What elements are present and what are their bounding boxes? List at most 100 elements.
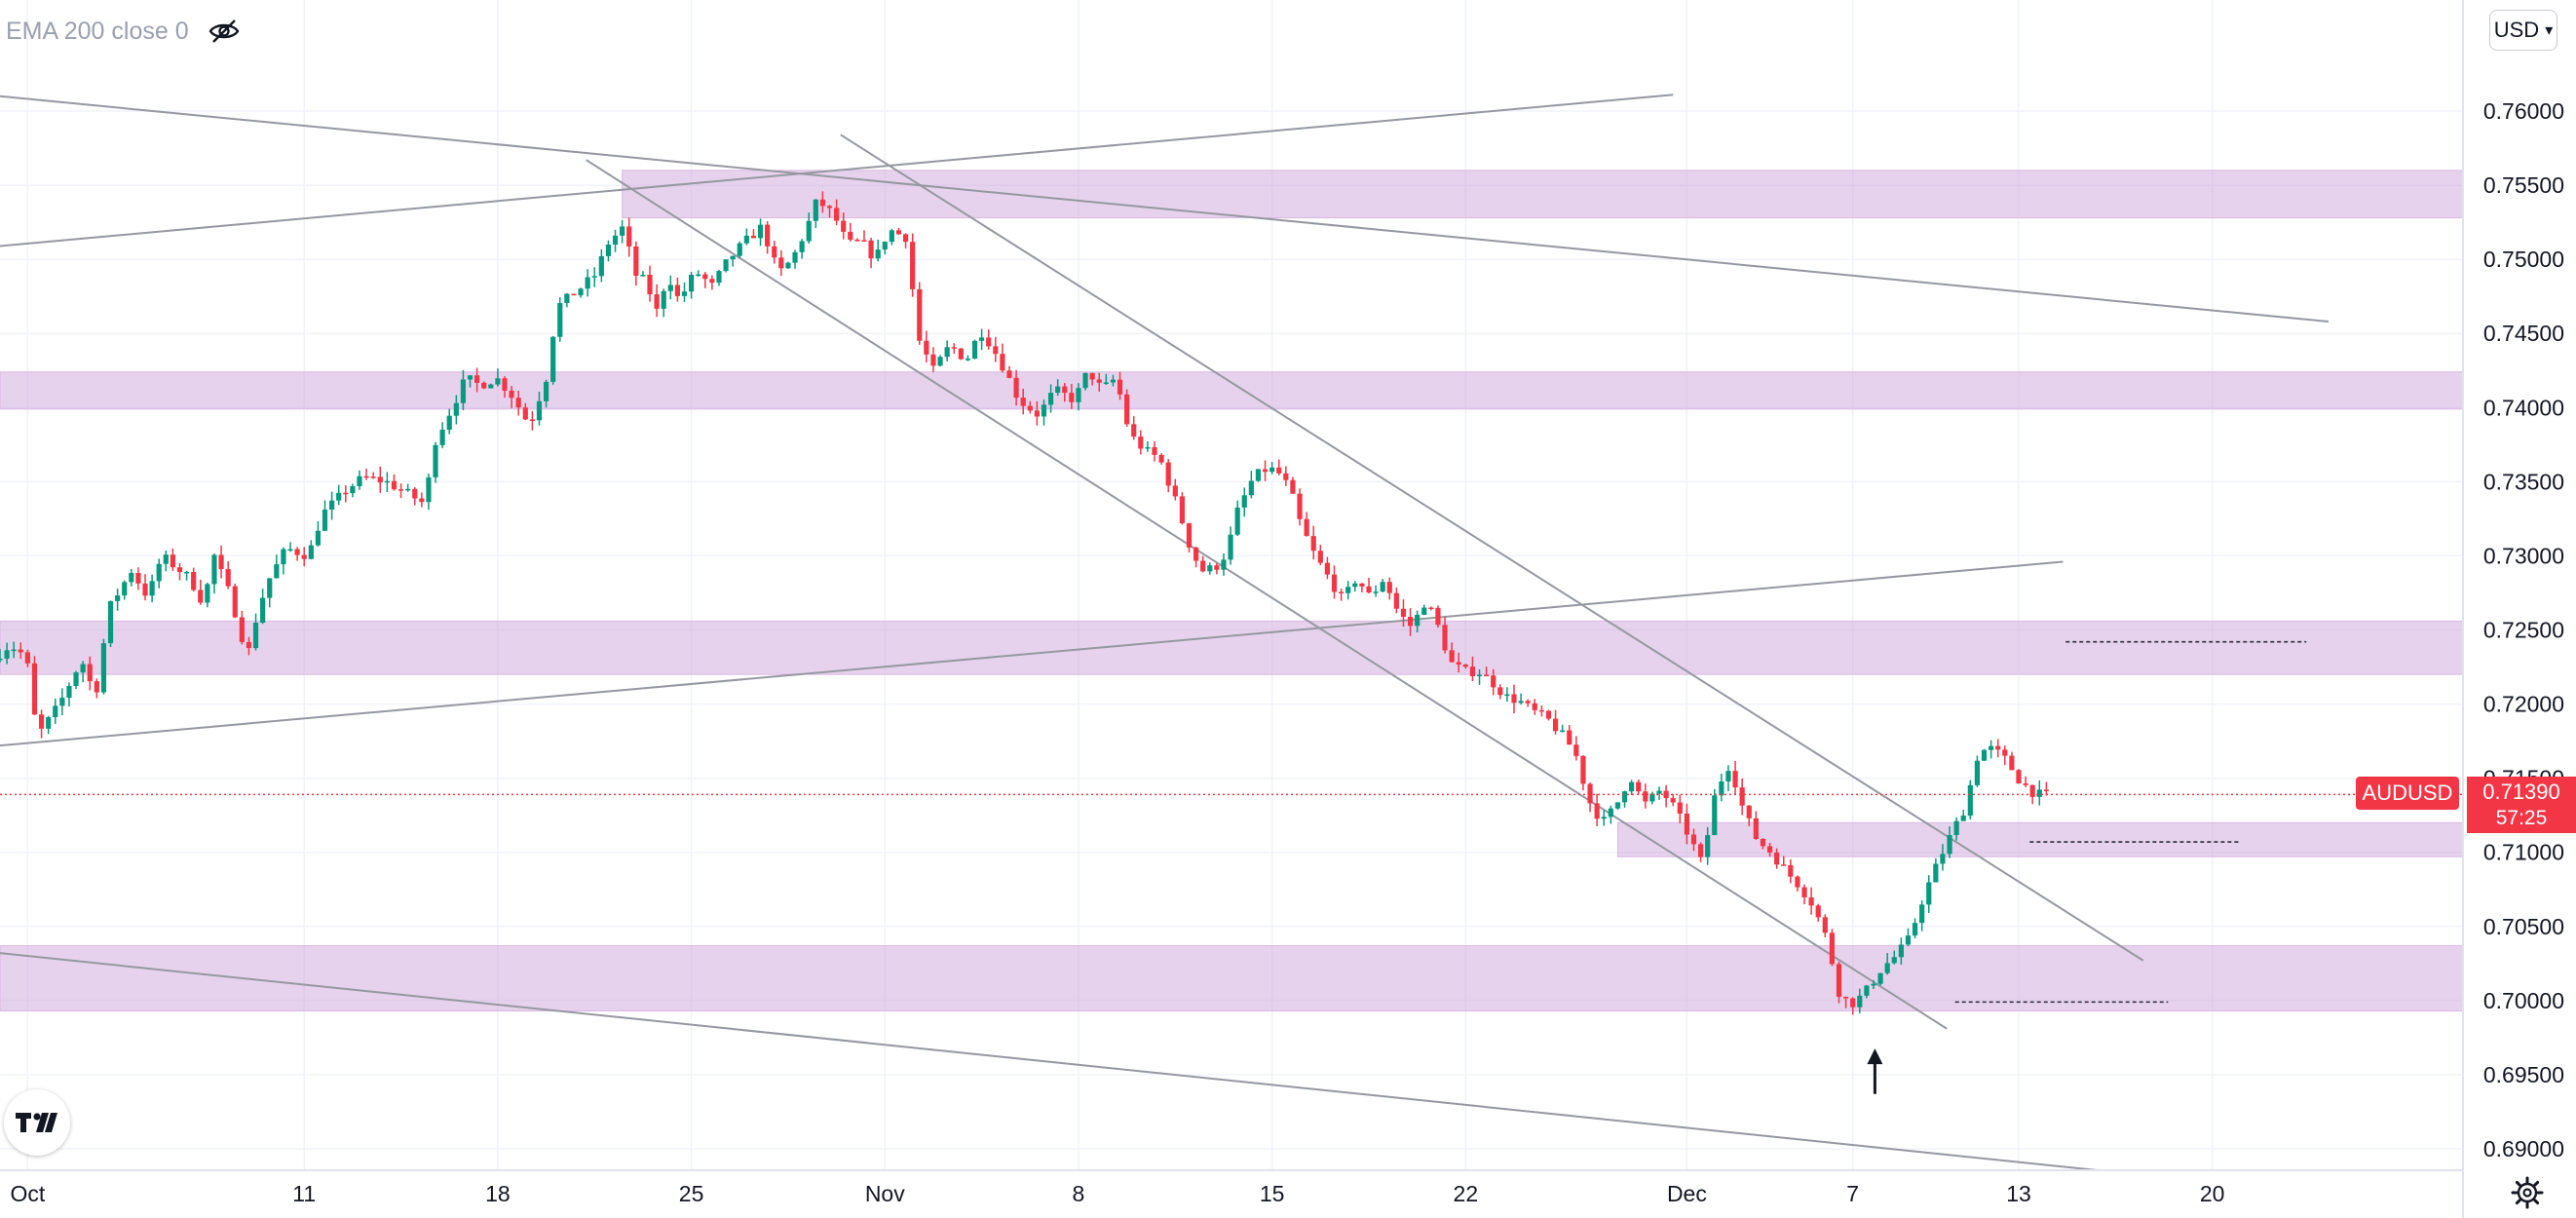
candle-body [1712, 795, 1718, 836]
candle-body [18, 649, 23, 653]
candle-body [1262, 469, 1269, 473]
last-price-tag: 0.71390 57:25 [2467, 777, 2576, 833]
candle-body [1587, 783, 1593, 804]
candle-body [4, 650, 10, 659]
candle-body [474, 375, 480, 383]
candle-body [1096, 379, 1102, 383]
candle-body [958, 348, 964, 360]
candle-body [73, 672, 79, 686]
candle-body [1697, 844, 1704, 857]
candle-body [1898, 944, 1904, 958]
candle-body [737, 243, 742, 256]
candle-body [1677, 802, 1683, 814]
candle-body [1560, 730, 1566, 733]
candle-body [439, 429, 445, 445]
candle-body [343, 492, 349, 495]
price-zone [622, 170, 2464, 219]
candle-body [419, 498, 425, 503]
candle-body [1317, 551, 1323, 563]
y-tick-label: 0.73000 [2483, 543, 2564, 568]
candle-body [294, 549, 300, 555]
candle-body [1110, 379, 1117, 383]
candle-body [1815, 905, 1821, 918]
candle-body [1684, 813, 1689, 835]
candle-body [1124, 394, 1130, 425]
candle-body [384, 480, 390, 483]
candle-body [571, 293, 577, 296]
candle-body [391, 480, 398, 490]
candle-body [377, 476, 383, 483]
candle-body [882, 242, 888, 250]
candle-body [1145, 446, 1151, 449]
candle-body [129, 572, 134, 583]
candle-body [1621, 791, 1628, 803]
candle-body [336, 492, 342, 501]
candle-body [1746, 805, 1752, 818]
candle-body [1518, 701, 1524, 704]
candle-body [1393, 592, 1399, 609]
candle-body [743, 235, 749, 244]
candle-body [1608, 808, 1613, 818]
candle-body [115, 595, 121, 601]
candle-body [1331, 574, 1338, 592]
currency-selector[interactable]: USD ▾ [2489, 10, 2557, 51]
candle-body [198, 590, 204, 603]
bar-countdown: 57:25 [2495, 807, 2548, 829]
x-tick-label: 13 [2006, 1181, 2031, 1206]
candle-body [31, 663, 38, 715]
candle-body [895, 230, 902, 235]
candle-body [398, 489, 404, 491]
candle-body [1359, 583, 1365, 587]
candle-body [647, 275, 653, 295]
candle-body [1739, 787, 1745, 806]
candle-body [1926, 882, 1932, 905]
candle-body [924, 340, 929, 355]
candle-body [1573, 744, 1579, 756]
candle-body [1919, 904, 1925, 924]
x-tick-label: 18 [485, 1181, 511, 1206]
dashed-levels [1954, 640, 2307, 1004]
candle-body [495, 378, 501, 385]
candle-body [620, 226, 625, 236]
candle-body [1027, 405, 1033, 411]
candle-body [626, 226, 632, 247]
candle-body [612, 235, 619, 246]
candle-body [1283, 473, 1289, 480]
candle-body [2043, 789, 2049, 791]
candle-body [1158, 454, 1164, 463]
symbol-price-tag: AUDUSD [2356, 777, 2459, 810]
candle-body [1850, 998, 1856, 1008]
candle-body [11, 649, 17, 652]
eye-hidden-icon[interactable] [207, 14, 242, 49]
candle-body [2023, 783, 2028, 785]
candle-body [930, 354, 936, 366]
candle-body [1532, 703, 1537, 710]
candle-body [363, 476, 369, 478]
candle-body [59, 698, 65, 706]
candle-body [585, 277, 590, 289]
candle-body [917, 288, 923, 341]
indicator-legend[interactable]: EMA 200 close 0 [6, 14, 242, 49]
candle-body [1020, 398, 1026, 406]
candle-body [1933, 863, 1939, 883]
tradingview-logo[interactable] [4, 1089, 70, 1156]
candle-body [730, 255, 736, 260]
candle-body [1165, 462, 1171, 486]
candle-body [1366, 586, 1372, 593]
candle-body [834, 208, 840, 221]
candle-body [522, 407, 528, 420]
candle-body [1290, 479, 1296, 494]
grid-lines [0, 0, 2463, 1170]
price-zone [0, 945, 2464, 1012]
candle-body [170, 554, 175, 568]
price-zone [0, 371, 2464, 410]
candle-body [1857, 995, 1863, 1008]
candle-body [979, 337, 985, 341]
candle-body [1511, 694, 1517, 704]
candle-body [1228, 534, 1233, 560]
y-tick-label: 0.73500 [2483, 469, 2564, 494]
gear-icon[interactable] [2510, 1175, 2545, 1210]
y-tick-label: 0.74500 [2483, 321, 2564, 346]
candle-body [1034, 410, 1040, 417]
